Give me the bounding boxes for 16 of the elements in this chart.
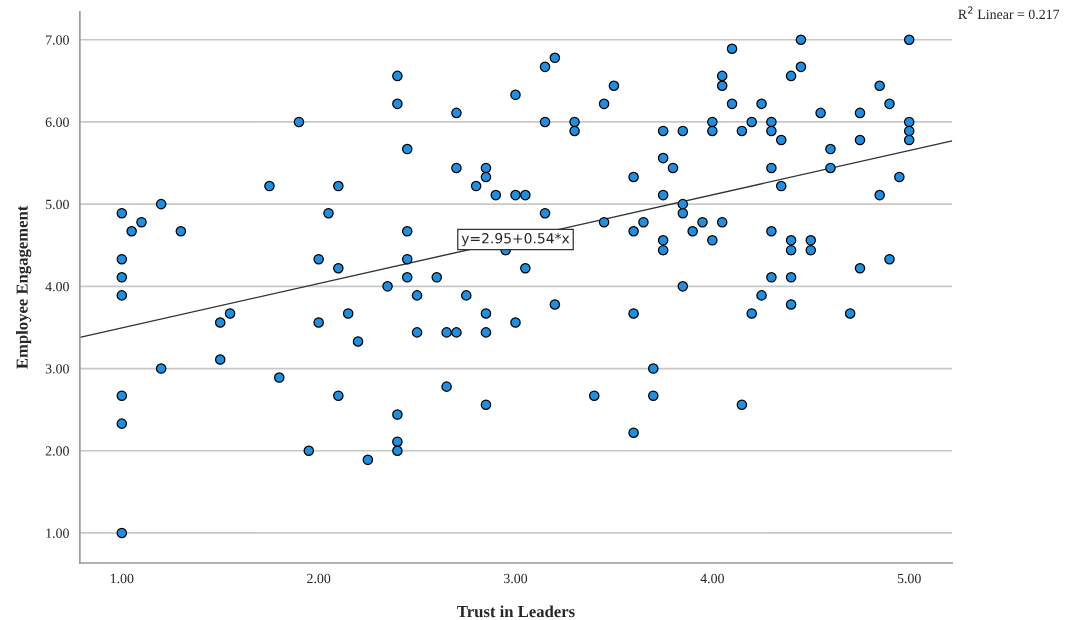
annotation: y=2.95+0.54*x <box>461 233 570 247</box>
x-tick-label: 5.00 <box>897 573 921 584</box>
y-tick-label: 2.00 <box>45 446 69 456</box>
x-tick-label: 2.00 <box>307 573 331 584</box>
y-tick-label: 7.00 <box>46 35 69 45</box>
x-axis-title: Trust in Leaders <box>457 605 575 618</box>
y-tick-label: 5.00 <box>45 199 69 210</box>
y-axis-title: Employee Engagement <box>16 205 32 369</box>
y-tick-label: 3.00 <box>45 364 69 374</box>
text: R$^{2}$ Linear = 0.217 <box>958 6 1060 20</box>
x-tick-label: 3.00 <box>504 573 528 584</box>
y-tick-label: 1.00 <box>46 528 69 538</box>
x-tick-label: 1.00 <box>110 573 134 584</box>
y-tick-label: 6.00 <box>45 117 69 127</box>
x-tick-label: 4.00 <box>700 573 724 584</box>
y-tick-label: 4.00 <box>45 281 69 292</box>
